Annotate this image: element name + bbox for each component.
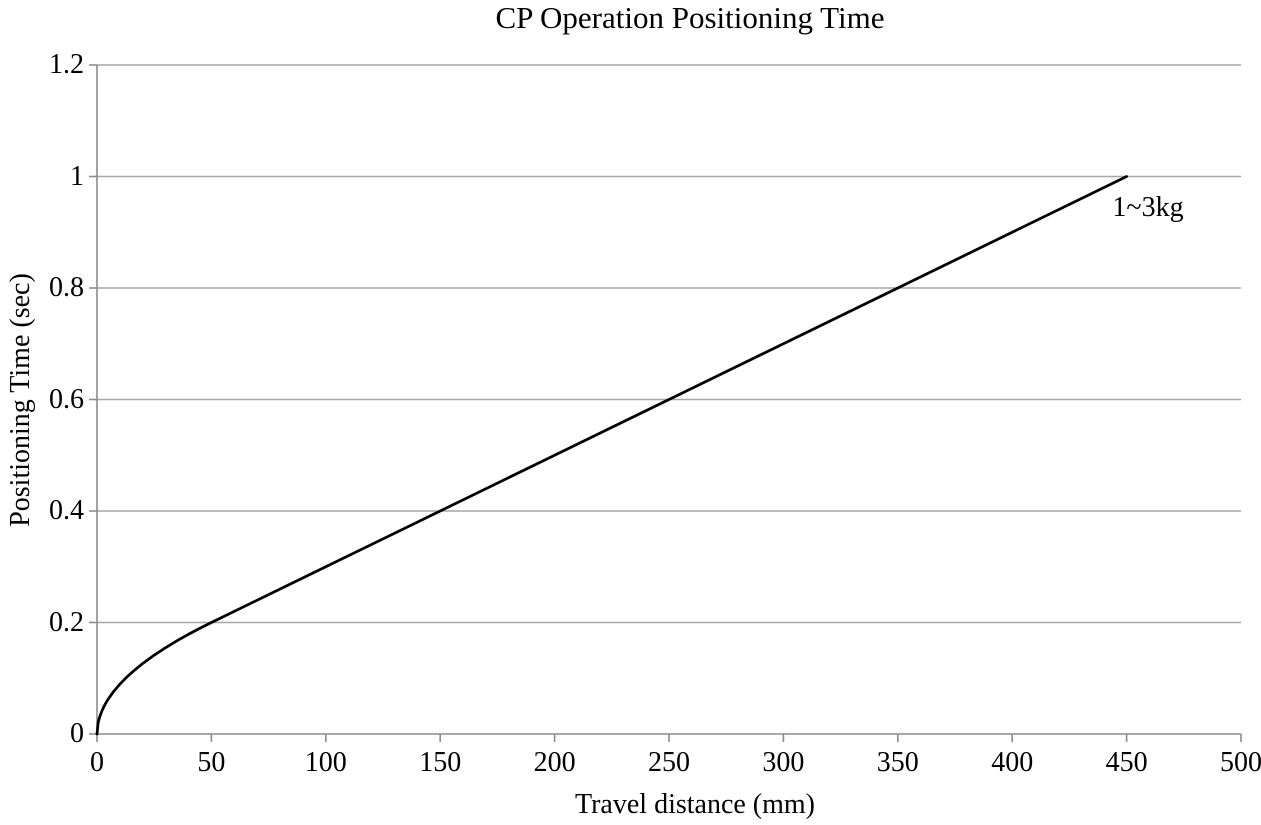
y-tick-label: 0.2 [49, 606, 84, 638]
x-tick-label: 300 [762, 747, 805, 778]
y-tick-label: 0.8 [49, 272, 84, 303]
y-tick-label: 1 [70, 160, 84, 192]
y-tick-label: 0.6 [49, 383, 84, 415]
x-axis-title: Travel distance (mm) [574, 789, 816, 820]
chart-title: CP Operation Positioning Time [495, 0, 885, 35]
x-tick-label: 250 [648, 747, 690, 778]
series-line [95, 175, 1128, 736]
y-tick-label: 0.4 [49, 495, 84, 526]
y-tick-label: 1.2 [49, 49, 84, 80]
x-tick-label: 500 [1220, 747, 1261, 778]
x-tick-label: 200 [533, 747, 576, 778]
x-tick-label: 150 [419, 747, 462, 778]
x-tick-label: 0 [90, 747, 104, 778]
y-tick-label: 0 [70, 718, 84, 749]
x-tick-label: 400 [991, 747, 1034, 778]
x-tick-label: 450 [1105, 747, 1148, 778]
series-label: 1~3kg [1112, 192, 1184, 223]
x-tick-label: 50 [197, 747, 226, 778]
x-tick-label: 350 [876, 747, 919, 778]
x-tick-label: 100 [304, 747, 347, 778]
